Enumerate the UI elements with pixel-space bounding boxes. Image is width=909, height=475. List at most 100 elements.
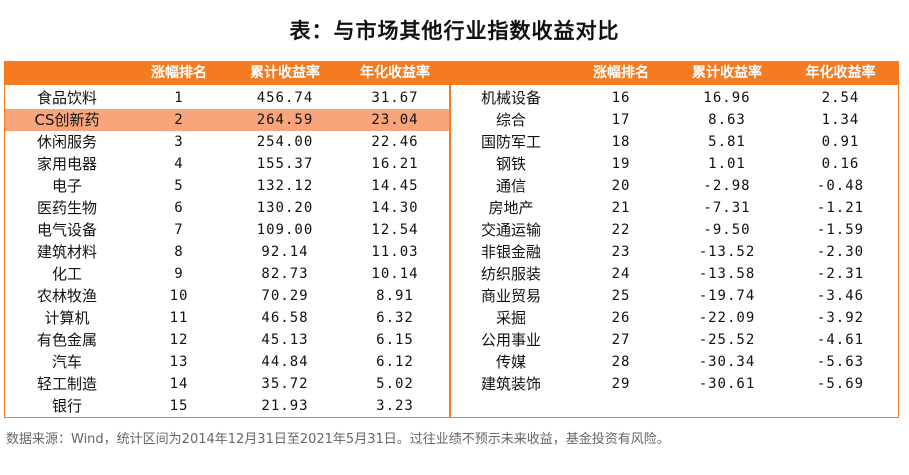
source-note: 数据来源：Wind，统计区间为2014年12月31日至2021年5月31日。过往…	[6, 432, 670, 447]
cumulative-return: 92.14	[261, 244, 309, 260]
table-row: 建筑装饰 29 -30.61 -5.69	[451, 373, 898, 395]
table-row: 钢铁 19 1.01 0.16	[451, 153, 898, 175]
table-row: CS创新药 2 264.59 23.04	[5, 109, 449, 131]
annualized-return: 14.45	[371, 178, 419, 194]
right-rank-header: 涨幅排名	[593, 65, 649, 81]
cumulative-return: 46.58	[261, 310, 309, 326]
table-header: 涨幅排名 累计收益率 年化收益率 涨幅排名 累计收益率 年化收益率	[5, 62, 898, 85]
cumulative-return: -9.50	[703, 222, 751, 238]
annualized-return: 6.32	[376, 310, 414, 326]
table-row: 公用事业 27 -25.52 -4.61	[451, 329, 898, 351]
annualized-return: 6.15	[376, 332, 414, 348]
rank-value: 18	[611, 134, 631, 150]
rank-value: 28	[611, 354, 631, 370]
annualized-return: -3.92	[816, 310, 865, 326]
industry-name: 化工	[51, 265, 82, 283]
table-row: 家用电器 4 155.37 16.21	[5, 153, 449, 175]
rank-value: 7	[174, 222, 184, 238]
rank-value: 2	[174, 112, 184, 128]
rank-value: 4	[174, 156, 184, 172]
cumulative-return: -2.98	[703, 178, 751, 194]
cumulative-return: 16.96	[703, 90, 751, 106]
cumulative-return: 45.13	[261, 332, 309, 348]
cumulative-return: -7.31	[703, 200, 751, 216]
cumulative-return: -13.58	[698, 266, 756, 282]
rank-value: 21	[611, 200, 631, 216]
industry-name: 钢铁	[495, 155, 526, 173]
table-row: 化工 9 82.73 10.14	[5, 263, 449, 285]
cumulative-return: 264.59	[256, 112, 314, 128]
industry-name: 有色金属	[36, 331, 97, 349]
industry-name: 医药生物	[36, 199, 97, 217]
cumulative-return: 8.63	[708, 112, 746, 128]
annualized-return: 0.91	[821, 134, 860, 150]
industry-name: 计算机	[44, 309, 90, 327]
table-row: 休闲服务 3 254.00 22.46	[5, 131, 449, 153]
annualized-return: 3.23	[376, 398, 414, 414]
rank-value: 25	[611, 288, 631, 304]
annualized-return: -2.30	[816, 244, 865, 260]
industry-name: 传媒	[495, 353, 526, 371]
annualized-return: 22.46	[371, 134, 419, 150]
annualized-return: 0.16	[821, 156, 860, 172]
table-row: 采掘 26 -22.09 -3.92	[451, 307, 898, 329]
industry-name: 休闲服务	[36, 133, 97, 151]
rank-value: 27	[611, 332, 631, 348]
industry-name: 农林牧渔	[36, 287, 97, 305]
table-row: 非银金融 23 -13.52 -2.30	[451, 241, 898, 263]
table-row: 商业贸易 25 -19.74 -3.46	[451, 285, 898, 307]
industry-name: 家用电器	[36, 155, 97, 173]
annualized-return: 16.21	[371, 156, 419, 172]
cumulative-return: -22.09	[698, 310, 756, 326]
rank-value: 13	[169, 354, 189, 370]
rank-value: 1	[174, 90, 184, 106]
annualized-return: 8.91	[376, 288, 414, 304]
table-row: 电气设备 7 109.00 12.54	[5, 219, 449, 241]
table-row: 纺织服装 24 -13.58 -2.31	[451, 263, 898, 285]
cumulative-return: 456.74	[256, 90, 314, 106]
annualized-return: -0.48	[816, 178, 865, 194]
rank-value: 5	[174, 178, 184, 194]
table-row: 有色金属 12 45.13 6.15	[5, 329, 449, 351]
cumulative-return: 5.81	[708, 134, 746, 150]
industry-name: 采掘	[495, 309, 526, 327]
comparison-table: 涨幅排名 累计收益率 年化收益率 涨幅排名 累计收益率 年化收益率 食品饮料 1 4…	[4, 61, 899, 418]
industry-name: 综合	[495, 111, 526, 129]
table-row: 电子 5 132.12 14.45	[5, 175, 449, 197]
annualized-return: -1.21	[816, 200, 865, 216]
industry-name: 商业贸易	[480, 287, 541, 305]
table-row: 国防军工 18 5.81 0.91	[451, 131, 898, 153]
rank-value: 16	[611, 90, 631, 106]
annualized-return: 12.54	[371, 222, 419, 238]
cumulative-return: 1.01	[708, 156, 746, 172]
annualized-return: 23.04	[371, 112, 419, 128]
cumulative-return: 44.84	[261, 354, 309, 370]
cumulative-return: 35.72	[261, 376, 309, 392]
left-rank-header: 涨幅排名	[151, 65, 207, 81]
table-row: 机械设备 16 16.96 2.54	[451, 87, 898, 109]
industry-name: 食品饮料	[36, 89, 97, 107]
industry-name: 纺织服装	[480, 265, 541, 283]
industry-name: 公用事业	[480, 331, 541, 349]
rank-value: 15	[169, 398, 189, 414]
industry-name: 通信	[495, 177, 526, 195]
table-row: 房地产 21 -7.31 -1.21	[451, 197, 898, 219]
cumulative-return: 155.37	[256, 156, 314, 172]
rank-value: 3	[174, 134, 184, 150]
annualized-return: -4.61	[816, 332, 865, 348]
rank-value: 12	[169, 332, 189, 348]
cumulative-return: 254.00	[256, 134, 314, 150]
rank-value: 14	[169, 376, 189, 392]
annualized-return: -2.31	[816, 266, 865, 282]
rank-value: 29	[611, 376, 631, 392]
column-divider	[449, 62, 451, 417]
rank-value: 11	[169, 310, 189, 326]
rank-value: 10	[169, 288, 189, 304]
cumulative-return: -25.52	[698, 332, 756, 348]
industry-name: 交通运输	[480, 221, 541, 239]
table-row: 计算机 11 46.58 6.32	[5, 307, 449, 329]
industry-name: 轻工制造	[36, 375, 97, 393]
annualized-return: -5.69	[816, 376, 865, 392]
annualized-return: -1.59	[816, 222, 865, 238]
annualized-return: 10.14	[371, 266, 419, 282]
